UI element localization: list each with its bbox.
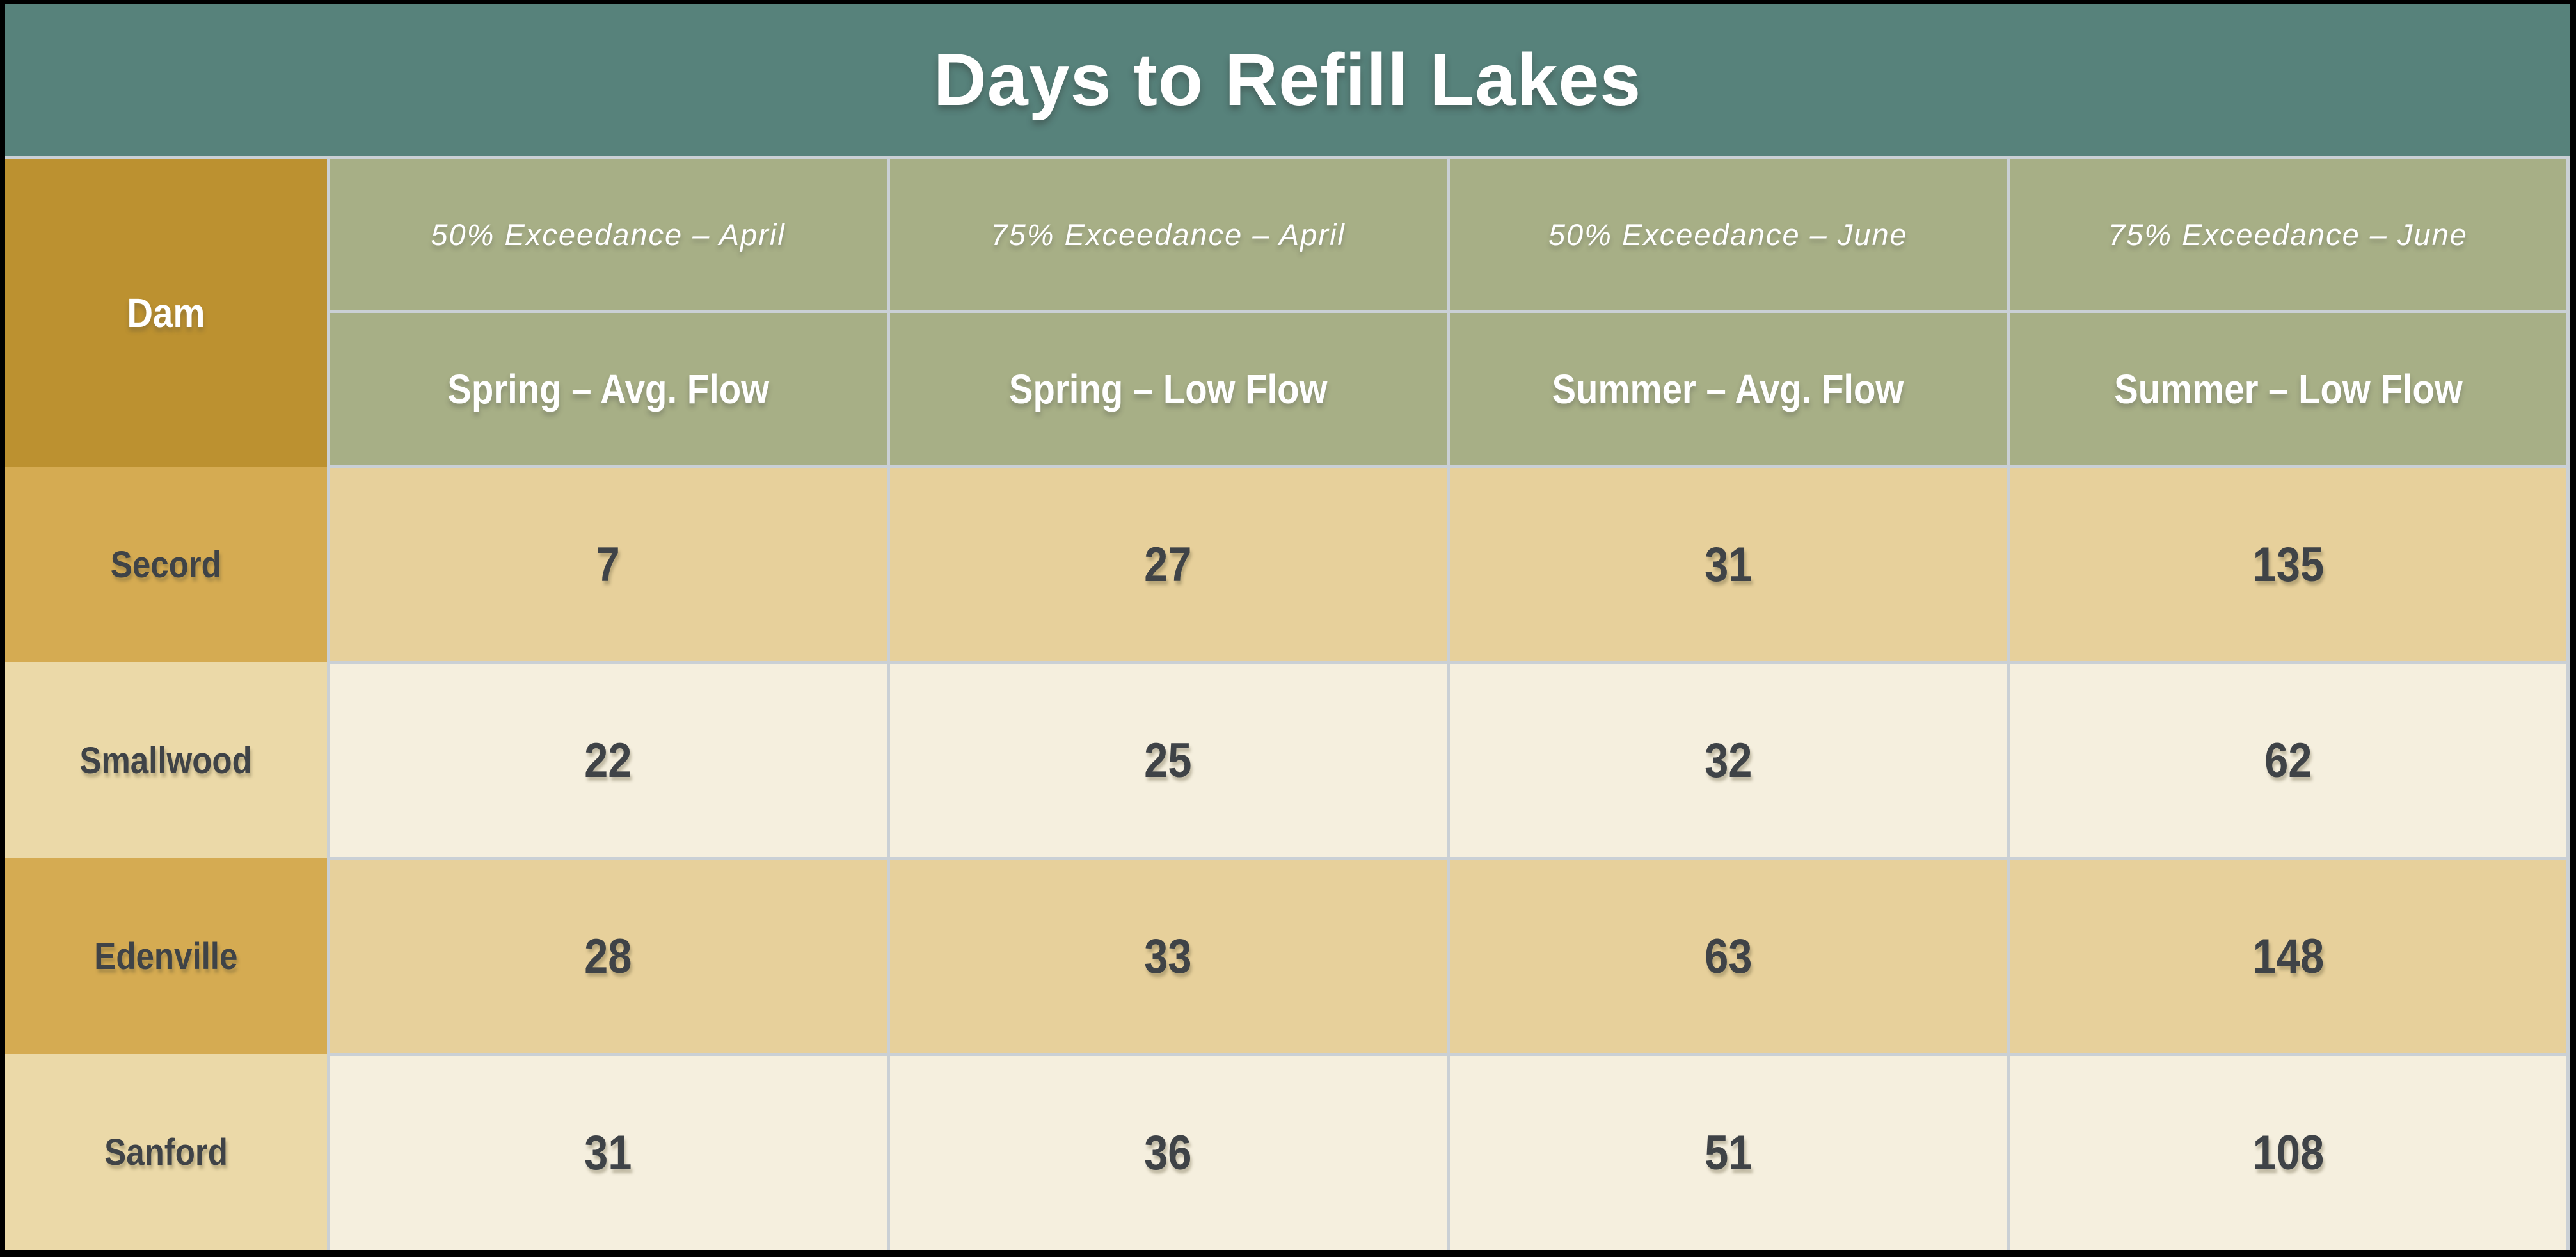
season-header-summer-low: Summer – Low Flow xyxy=(2006,309,2570,468)
cell-smallwood-spring-avg-value: 22 xyxy=(584,733,632,788)
group-header-50-april-label: 50% Exceedance – April xyxy=(431,217,786,252)
page-title: Days to Refill Lakes xyxy=(933,39,1642,121)
cell-sanford-summer-avg-value: 51 xyxy=(1704,1125,1753,1180)
cell-edenville-spring-avg-value: 28 xyxy=(584,929,632,984)
row-label-sanford: Sanford xyxy=(5,1054,330,1250)
season-header-summer-low-label: Summer – Low Flow xyxy=(2113,365,2463,412)
corner-header-dam-label: Dam xyxy=(127,290,205,336)
cell-smallwood-summer-avg: 32 xyxy=(1446,661,2010,860)
cell-secord-summer-low-value: 135 xyxy=(2252,537,2324,592)
cell-secord-spring-low: 27 xyxy=(886,465,1450,664)
cell-secord-spring-avg: 7 xyxy=(326,465,890,664)
corner-header-dam: Dam xyxy=(5,159,330,467)
cell-smallwood-spring-avg: 22 xyxy=(326,661,890,860)
cell-smallwood-spring-low: 25 xyxy=(886,661,1450,860)
cell-edenville-summer-avg: 63 xyxy=(1446,856,2010,1056)
table-row-smallwood: Smallwood 22 25 32 62 xyxy=(5,661,2570,860)
table-row-edenville: Edenville 28 33 63 148 xyxy=(5,856,2570,1056)
cell-sanford-spring-low: 36 xyxy=(886,1052,1450,1250)
title-band: Days to Refill Lakes xyxy=(5,4,2570,159)
table-card: Days to Refill Lakes Dam 50% Exceedance … xyxy=(5,4,2570,1250)
cell-edenville-summer-avg-value: 63 xyxy=(1704,929,1753,984)
cell-secord-summer-low: 135 xyxy=(2006,465,2570,664)
cell-secord-summer-avg-value: 31 xyxy=(1704,537,1753,592)
group-header-75-june: 75% Exceedance – June xyxy=(2006,159,2570,313)
row-label-sanford-text: Sanford xyxy=(104,1131,228,1173)
row-label-secord: Secord xyxy=(5,467,330,662)
cell-secord-spring-avg-value: 7 xyxy=(596,537,621,592)
cell-secord-summer-avg: 31 xyxy=(1446,465,2010,664)
table-row-secord: Secord 7 27 31 135 xyxy=(5,465,2570,664)
season-header-spring-avg-label: Spring – Avg. Flow xyxy=(447,365,769,412)
days-to-refill-table: Dam 50% Exceedance – April 75% Exceedanc… xyxy=(5,159,2570,1250)
season-header-spring-low-label: Spring – Low Flow xyxy=(1008,365,1328,412)
cell-secord-spring-low-value: 27 xyxy=(1144,537,1192,592)
cell-edenville-summer-low: 148 xyxy=(2006,856,2570,1056)
season-header-summer-avg-label: Summer – Avg. Flow xyxy=(1552,365,1904,412)
group-header-50-june: 50% Exceedance – June xyxy=(1446,159,2010,313)
group-header-75-june-label: 75% Exceedance – June xyxy=(2108,217,2468,252)
cell-smallwood-summer-avg-value: 32 xyxy=(1704,733,1753,788)
cell-edenville-spring-low-value: 33 xyxy=(1144,929,1192,984)
row-label-edenville: Edenville xyxy=(5,858,330,1054)
group-header-75-april-label: 75% Exceedance – April xyxy=(990,217,1346,252)
cell-smallwood-spring-low-value: 25 xyxy=(1144,733,1192,788)
table-row-sanford: Sanford 31 36 51 108 xyxy=(5,1052,2570,1250)
cell-edenville-summer-low-value: 148 xyxy=(2252,929,2324,984)
cell-sanford-spring-avg: 31 xyxy=(326,1052,890,1250)
group-header-50-april: 50% Exceedance – April xyxy=(326,159,890,313)
cell-sanford-spring-low-value: 36 xyxy=(1144,1125,1192,1180)
cell-sanford-summer-low: 108 xyxy=(2006,1052,2570,1250)
row-label-smallwood: Smallwood xyxy=(5,662,330,858)
cell-smallwood-summer-low-value: 62 xyxy=(2264,733,2312,788)
season-header-spring-avg: Spring – Avg. Flow xyxy=(326,309,890,468)
cell-sanford-summer-avg: 51 xyxy=(1446,1052,2010,1250)
season-header-spring-low: Spring – Low Flow xyxy=(886,309,1450,468)
cell-sanford-spring-avg-value: 31 xyxy=(584,1125,632,1180)
row-label-smallwood-text: Smallwood xyxy=(79,739,252,781)
group-header-50-june-label: 50% Exceedance – June xyxy=(1548,217,1908,252)
cell-edenville-spring-low: 33 xyxy=(886,856,1450,1056)
row-label-edenville-text: Edenville xyxy=(94,935,238,977)
cell-edenville-spring-avg: 28 xyxy=(326,856,890,1056)
cell-sanford-summer-low-value: 108 xyxy=(2252,1125,2324,1180)
season-header-summer-avg: Summer – Avg. Flow xyxy=(1446,309,2010,468)
cell-smallwood-summer-low: 62 xyxy=(2006,661,2570,860)
group-header-75-april: 75% Exceedance – April xyxy=(886,159,1450,313)
row-label-secord-text: Secord xyxy=(110,543,221,586)
